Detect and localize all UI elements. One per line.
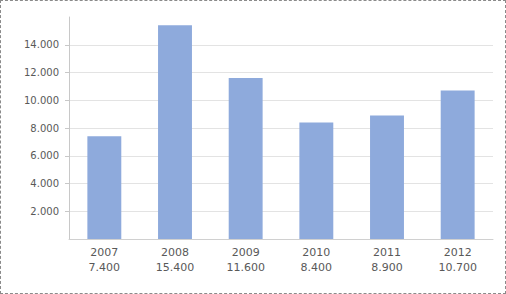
svg-text:14.000: 14.000: [24, 39, 59, 50]
svg-text:12.000: 12.000: [24, 67, 59, 78]
svg-text:2012: 2012: [444, 246, 472, 259]
svg-text:2010: 2010: [302, 246, 330, 259]
svg-text:11.600: 11.600: [226, 261, 264, 274]
svg-text:8.400: 8.400: [301, 261, 333, 274]
svg-text:2008: 2008: [161, 246, 189, 259]
svg-text:2007: 2007: [90, 246, 118, 259]
svg-text:2009: 2009: [232, 246, 260, 259]
svg-text:8.900: 8.900: [371, 261, 403, 274]
svg-text:2011: 2011: [373, 246, 401, 259]
svg-text:4.000: 4.000: [30, 178, 59, 189]
svg-text:8.000: 8.000: [30, 123, 59, 134]
svg-text:10.000: 10.000: [24, 95, 59, 106]
svg-text:2.000: 2.000: [30, 206, 59, 217]
svg-text:15.400: 15.400: [156, 261, 195, 274]
svg-text:10.700: 10.700: [438, 261, 477, 274]
svg-text:7.400: 7.400: [89, 261, 121, 274]
svg-text:6.000: 6.000: [30, 150, 59, 161]
